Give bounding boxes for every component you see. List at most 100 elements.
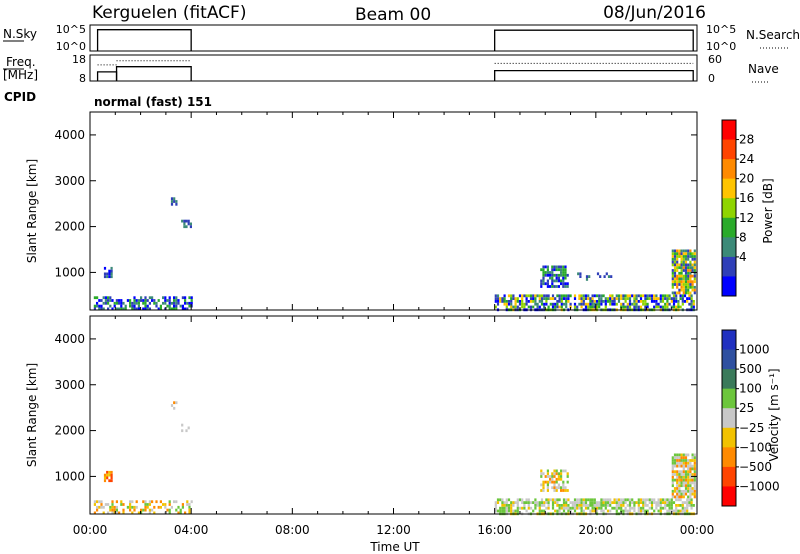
range-cell [564,489,567,492]
nsky-frame [89,24,698,52]
range-cell [689,249,692,253]
range-cell [108,275,111,279]
range-cell [693,456,696,460]
range-cell [181,429,184,433]
range-cell [501,300,504,303]
range-cell [153,301,156,305]
range-cell [544,271,547,274]
range-cell [100,503,103,506]
range-cell [137,304,140,308]
range-cell [507,509,511,513]
range-cell [671,255,674,258]
range-cell [676,257,679,261]
range-cell [655,305,658,309]
range-cell [684,274,688,278]
range-cell [543,501,546,504]
range-cell [558,498,561,502]
range-cell [682,464,685,468]
range-cell [676,478,679,482]
range-cell [687,481,690,485]
range-cell [560,486,563,490]
range-cell [566,285,569,288]
range-cell [507,294,511,298]
range-cell [610,275,613,278]
range-cell [538,294,541,298]
range-cell [184,307,187,311]
range-cell [693,257,696,261]
range-cell [153,505,156,509]
range-cell [582,294,585,298]
range-cell [538,501,541,504]
range-cell [543,294,546,298]
range-cell [542,489,545,492]
range-cell [602,509,605,513]
range-cell [188,503,191,506]
range-cell [560,297,563,300]
range-cell [553,265,556,269]
colorbar-tick-label-0: 1000 [739,343,770,357]
range-cell [671,263,674,267]
range-cell [542,480,545,484]
range-cell [107,511,110,515]
power-panel: 1000 2000 3000 4000 Slant Range [km] [25,111,698,312]
range-cell [620,302,623,306]
range-cell [562,285,565,288]
range-cell [617,498,621,502]
range-cell [566,475,569,478]
range-cell [691,456,694,460]
range-cell [617,300,621,303]
range-cell [173,401,176,405]
range-cell [659,300,662,303]
date-title: 08/Jun/2016 [603,3,706,23]
range-cell [678,456,681,460]
range-cell [565,506,568,510]
range-cell [546,282,549,286]
range-cell [562,498,566,502]
range-cell [646,504,649,507]
range-cell [646,294,649,298]
range-cell [582,501,585,504]
range-cell [676,249,679,253]
range-cell [181,296,184,300]
range-cell [555,268,558,272]
range-cell [691,285,694,289]
range-cell [96,500,99,504]
range-cell [617,506,621,510]
range-cell [516,300,519,303]
range-cell [108,473,111,477]
range-cell [496,498,500,502]
range-cell [155,304,158,308]
range-cell [655,501,658,504]
range-cell [148,500,151,504]
range-cell [622,509,625,513]
range-cell [505,506,508,510]
nsky-right-tick-bottom: 10^0 [706,40,736,53]
range-cell [680,475,683,479]
range-cell [602,501,605,504]
range-cell [175,301,178,305]
range-cell [185,219,188,223]
range-cell [578,498,581,502]
range-cell [644,294,647,298]
range-cell [186,307,189,311]
range-cell [606,498,610,502]
range-cell [567,297,570,300]
range-cell [525,509,528,513]
range-cell [670,501,673,504]
range-cell [567,300,570,303]
range-cell [682,478,685,482]
range-cell [689,269,692,272]
range-cell [173,500,176,504]
range-cell [690,300,693,303]
range-cell [527,305,530,309]
range-cell [503,300,506,303]
range-cell [146,307,149,311]
range-cell [633,509,636,513]
range-cell [113,511,116,515]
range-cell [516,297,519,300]
range-cell [653,498,656,502]
range-cell [521,294,524,298]
range-cell [611,302,614,306]
range-cell [503,504,506,507]
range-cell [671,481,674,485]
